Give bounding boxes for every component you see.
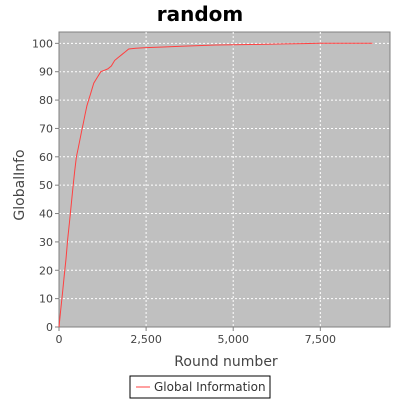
chart-title: random <box>157 2 244 26</box>
x-tick-label: 7,500 <box>305 333 337 346</box>
y-tick-label: 60 <box>39 151 53 164</box>
y-tick-label: 100 <box>32 37 53 50</box>
x-tick-label: 2,500 <box>130 333 162 346</box>
y-tick-label: 40 <box>39 208 53 221</box>
legend-label: Global Information <box>154 380 266 394</box>
y-tick-label: 90 <box>39 66 53 79</box>
y-tick-label: 70 <box>39 122 53 135</box>
plot-area <box>59 32 390 327</box>
y-tick-label: 20 <box>39 264 53 277</box>
legend: Global Information <box>130 376 270 398</box>
y-axis-label: GlobalInfo <box>12 149 28 220</box>
y-tick-label: 80 <box>39 94 53 107</box>
x-axis-label: Round number <box>174 354 278 370</box>
y-tick-label: 0 <box>46 321 53 334</box>
y-tick-label: 10 <box>39 293 53 306</box>
x-tick-label: 0 <box>56 333 63 346</box>
y-tick-label: 30 <box>39 236 53 249</box>
y-tick-label: 50 <box>39 179 53 192</box>
x-tick-label: 5,000 <box>217 333 249 346</box>
plot-background <box>59 32 390 327</box>
